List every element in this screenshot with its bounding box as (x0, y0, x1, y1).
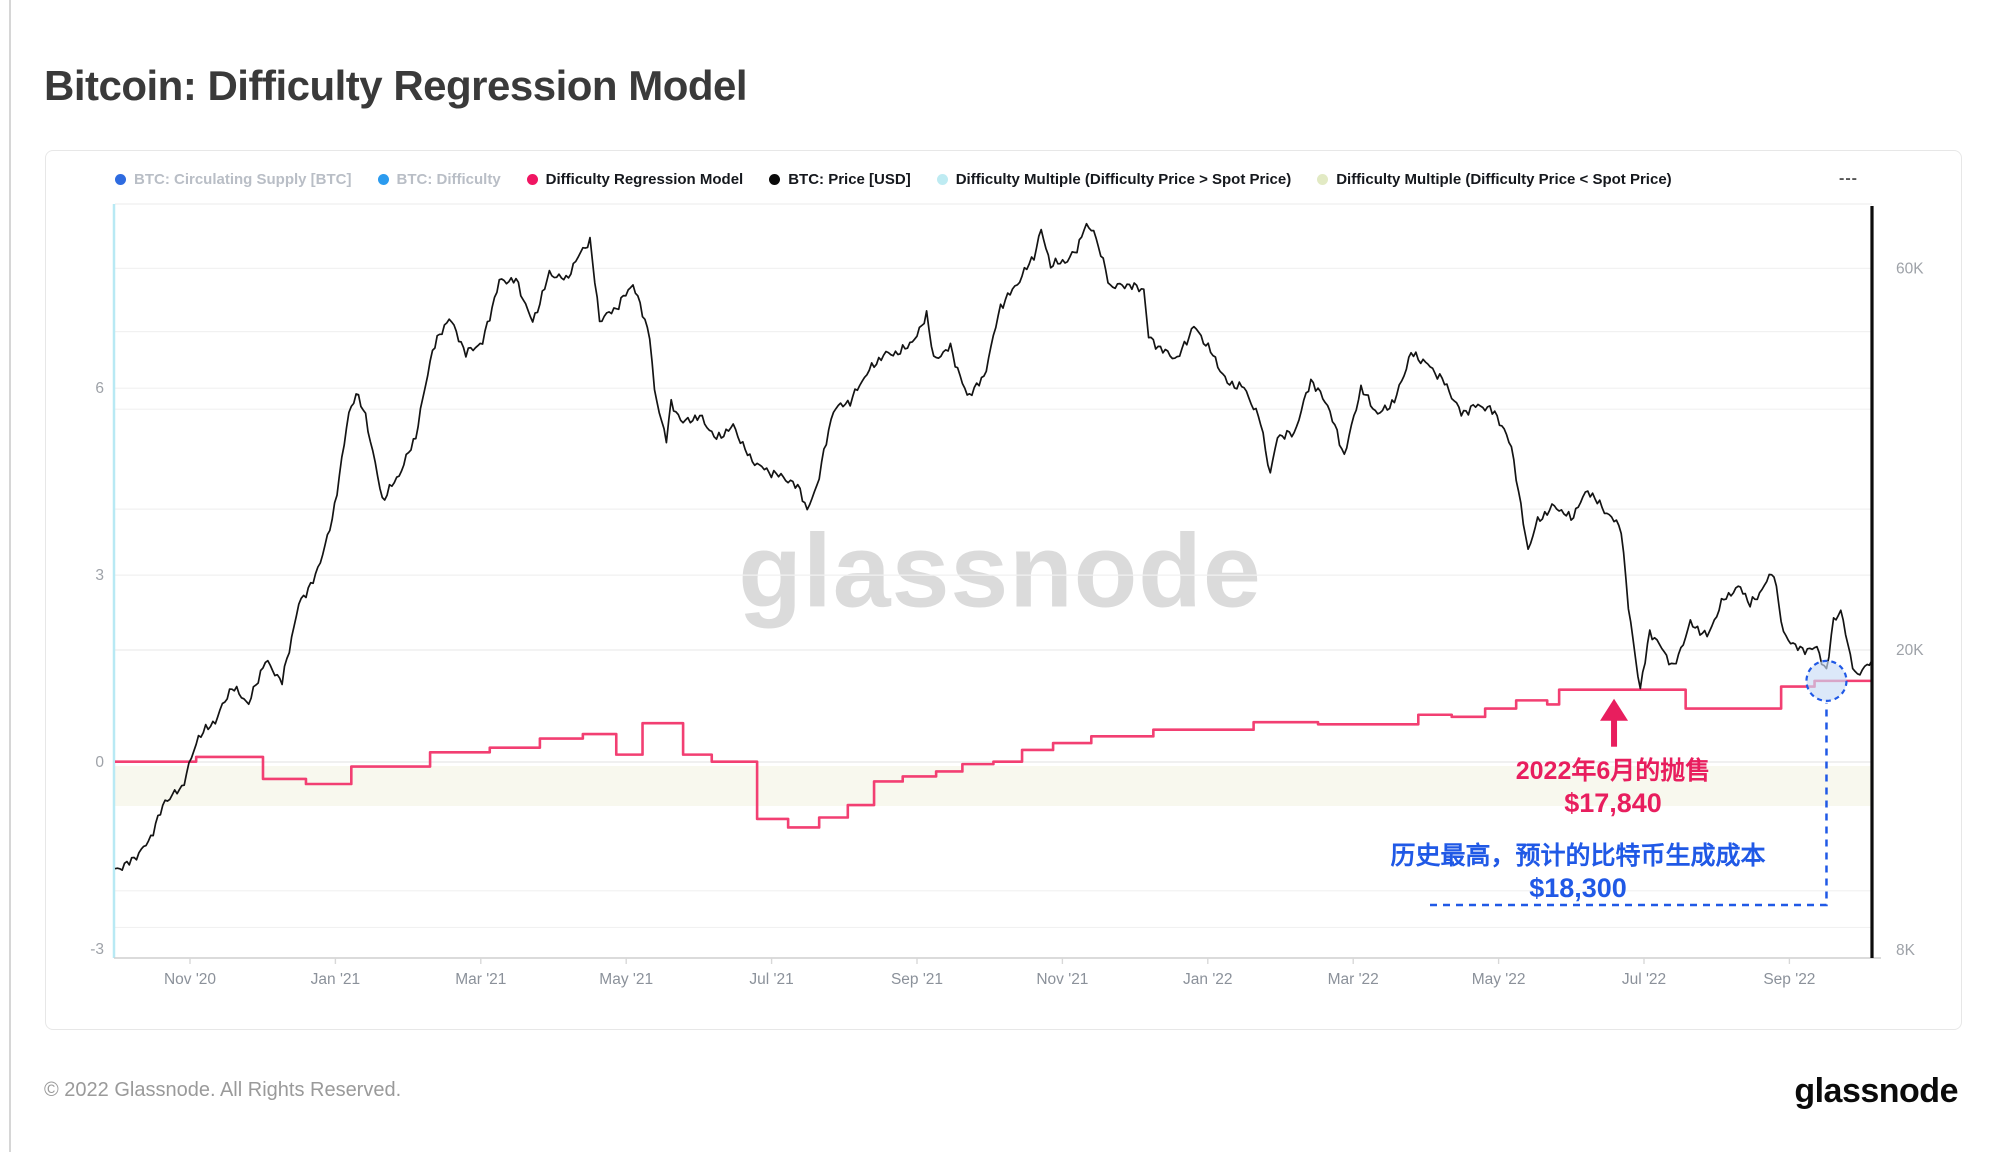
chart-card (45, 150, 1962, 1030)
btc-price-line (114, 222, 1873, 871)
legend-item-label: Difficulty Regression Model (545, 170, 744, 188)
x-axis-label: Nov '20 (164, 971, 216, 988)
annotation-june-2022-selloff-text: 2022年6月的抛售 (1515, 757, 1711, 785)
x-axis-label: Mar '21 (455, 971, 506, 988)
annotation-historical-max-cost-value: $18,300 (1529, 873, 1627, 904)
copyright-text: © 2022 Glassnode. All Rights Reserved. (44, 1079, 402, 1101)
y-left-label: 0 (95, 754, 104, 771)
x-axis-label: Sep '21 (891, 971, 943, 988)
x-axis-label: Jul '22 (1622, 971, 1666, 988)
annotation-june-2022-selloff: 2022年6月的抛售 $17,840 (1516, 756, 1711, 821)
legend-item-label: BTC: Circulating Supply [BTC] (134, 170, 352, 188)
legend-dot-icon (769, 173, 781, 185)
y-left-label: 3 (95, 567, 104, 584)
selloff-arrow-head (1600, 698, 1629, 721)
legend-dot-icon (1317, 173, 1329, 185)
y-right-label: 60K (1896, 260, 1924, 277)
legend-item-label: Difficulty Multiple (Difficulty Price > … (955, 170, 1292, 188)
x-axis-label: Jan '22 (1183, 971, 1233, 988)
y-left-label: 6 (95, 380, 104, 397)
x-axis-label: Mar '22 (1328, 971, 1379, 988)
legend-dot-icon (936, 173, 948, 185)
glassnode-logo: glassnode (1794, 1072, 1958, 1110)
legend-item-label: BTC: Difficulty (396, 170, 501, 188)
y-left-label: -3 (90, 941, 104, 958)
x-axis-label: May '22 (1472, 971, 1526, 988)
page-title: Bitcoin: Difficulty Regression Model (44, 62, 748, 110)
annotation-june-2022-selloff-value: $17,840 (1564, 788, 1662, 819)
legend-dot-icon (377, 173, 389, 185)
legend-item-5[interactable]: Difficulty Multiple (Difficulty Price < … (1317, 170, 1672, 188)
x-axis-label: May '21 (599, 971, 653, 988)
x-axis-label: Jan '21 (311, 971, 361, 988)
glassnode-watermark: glassnode (738, 513, 1262, 630)
x-axis-label: Jul '21 (749, 971, 793, 988)
legend-more-button[interactable]: --- (1839, 170, 1858, 187)
annotation-historical-max-cost-text: 历史最高，预计的比特币生成成本 (1390, 842, 1766, 870)
legend-dot-icon (526, 173, 538, 185)
difficulty-regression-line (115, 679, 1874, 829)
y-right-label: 20K (1896, 642, 1924, 659)
legend-item-4[interactable]: Difficulty Multiple (Difficulty Price > … (936, 170, 1292, 188)
legend-item-1[interactable]: BTC: Difficulty (377, 170, 501, 188)
max-cost-highlight-circle (1805, 659, 1848, 702)
max-cost-leader-line (1430, 702, 1828, 907)
legend-item-0[interactable]: BTC: Circulating Supply [BTC] (115, 171, 352, 188)
annotation-historical-max-cost: 历史最高，预计的比特币生成成本 $18,300 (1390, 841, 1765, 906)
legend-item-3[interactable]: BTC: Price [USD] (769, 171, 911, 188)
chart-legend: BTC: Circulating Supply [BTC] BTC: Diffic… (115, 167, 1858, 191)
x-axis-label: Sep '22 (1763, 971, 1815, 988)
legend-item-label: BTC: Price [USD] (788, 170, 911, 188)
y-right-label: 8K (1896, 942, 1916, 959)
x-axis-label: Nov '21 (1036, 971, 1088, 988)
multiple-negative-band (115, 766, 1872, 806)
page-left-border (9, 0, 11, 1152)
legend-item-label: Difficulty Multiple (Difficulty Price < … (1336, 170, 1672, 188)
legend-dot-icon (115, 173, 126, 185)
legend-item-2[interactable]: Difficulty Regression Model (526, 170, 744, 188)
